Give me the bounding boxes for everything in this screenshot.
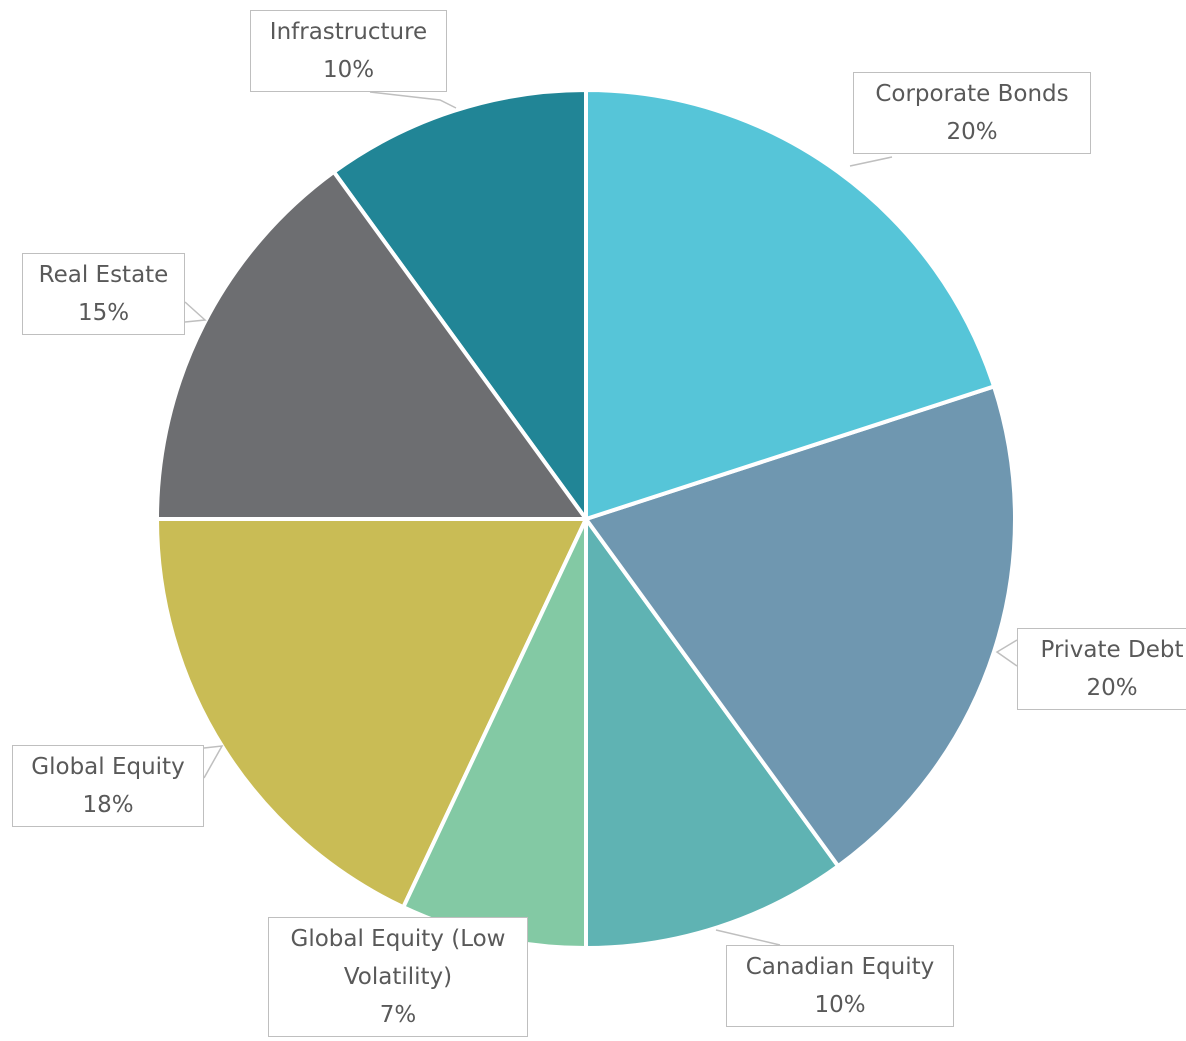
pie-slice (155, 169, 588, 521)
pie-slice (331, 88, 588, 521)
data-label: Global Equity 18% (12, 745, 204, 827)
data-label: Canadian Equity 10% (726, 945, 954, 1027)
data-label: Infrastructure 10% (250, 10, 447, 92)
data-label: Real Estate 15% (22, 253, 185, 335)
value-label: 10% (322, 57, 375, 83)
category-label: Infrastructure (269, 19, 428, 45)
category-label: Canadian Equity (745, 954, 935, 980)
category-label: Global Equity (31, 754, 185, 780)
category-label: Private Debt (1040, 637, 1184, 663)
value-label: 20% (946, 119, 998, 145)
leader-line (715, 929, 781, 946)
data-label: Global Equity (Low Volatility) 7% (268, 917, 528, 1037)
leader-line (849, 156, 893, 167)
pie-slice (584, 517, 841, 950)
pie-slice (155, 517, 588, 910)
value-label: 15% (77, 300, 130, 326)
category-label: Global Equity (Low Volatility) (290, 926, 506, 990)
leader-line (184, 301, 207, 323)
leader-line (995, 639, 1018, 667)
data-label: Corporate Bonds 20% (853, 72, 1091, 154)
leader-line (369, 91, 457, 109)
leader-lines (184, 91, 1018, 946)
value-label: 18% (82, 792, 134, 818)
value-label: 7% (379, 1002, 417, 1028)
data-label: Private Debt 20% (1017, 628, 1186, 710)
category-label: Real Estate (38, 262, 169, 288)
value-label: 10% (814, 992, 866, 1018)
leader-line (203, 745, 224, 779)
pie-slice (584, 384, 1017, 869)
value-label: 20% (1086, 675, 1138, 701)
category-label: Corporate Bonds (875, 81, 1069, 107)
pie-slice (584, 88, 997, 521)
